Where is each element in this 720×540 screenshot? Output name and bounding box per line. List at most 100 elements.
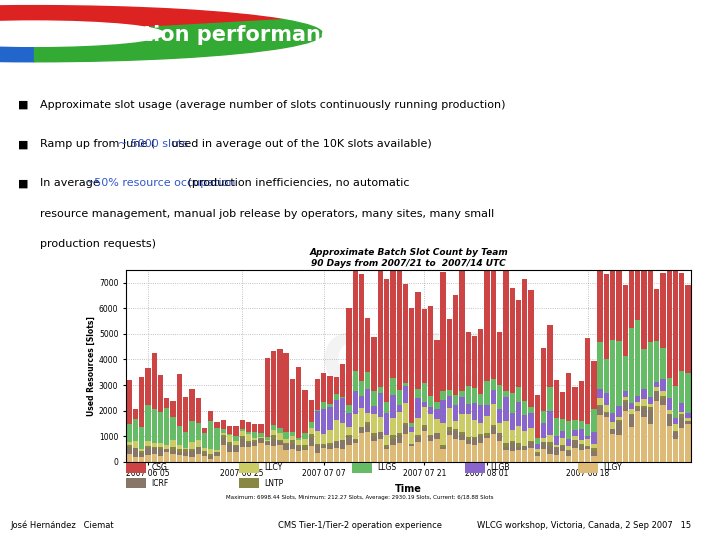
- Bar: [604, 405, 609, 411]
- Bar: [635, 402, 641, 406]
- Bar: [485, 436, 490, 437]
- Bar: [559, 437, 565, 444]
- Bar: [208, 421, 213, 449]
- Bar: [397, 433, 402, 435]
- Bar: [472, 420, 477, 437]
- Bar: [660, 379, 665, 391]
- Bar: [610, 187, 616, 340]
- Bar: [510, 441, 515, 443]
- Bar: [491, 426, 496, 427]
- Bar: [202, 454, 207, 456]
- Bar: [340, 449, 346, 462]
- Bar: [302, 446, 307, 449]
- Bar: [528, 290, 534, 407]
- Bar: [554, 445, 559, 447]
- Bar: [591, 361, 597, 409]
- Bar: [340, 364, 346, 397]
- Bar: [220, 420, 226, 429]
- Bar: [239, 463, 258, 472]
- Bar: [528, 448, 534, 462]
- Bar: [352, 463, 372, 472]
- Bar: [453, 429, 459, 431]
- Bar: [409, 423, 415, 427]
- Bar: [258, 443, 264, 462]
- Bar: [152, 454, 157, 462]
- Bar: [333, 376, 339, 394]
- Bar: [535, 451, 540, 454]
- Bar: [227, 451, 233, 462]
- Bar: [566, 421, 572, 439]
- Bar: [346, 435, 351, 436]
- Bar: [202, 433, 207, 448]
- Bar: [422, 402, 427, 407]
- Bar: [309, 428, 314, 434]
- Wedge shape: [0, 5, 284, 33]
- Text: CMS Tier-1/Tier-2 operation experience: CMS Tier-1/Tier-2 operation experience: [278, 521, 442, 530]
- Bar: [127, 447, 132, 454]
- Text: ~50% resource occupation: ~50% resource occupation: [85, 178, 235, 188]
- Bar: [252, 442, 258, 446]
- Bar: [453, 431, 459, 439]
- Bar: [265, 445, 270, 462]
- Bar: [164, 408, 169, 446]
- Bar: [328, 443, 333, 445]
- Bar: [672, 418, 678, 424]
- Bar: [284, 450, 289, 462]
- Bar: [485, 416, 490, 433]
- Bar: [139, 449, 145, 450]
- Bar: [132, 448, 138, 457]
- Bar: [145, 446, 150, 448]
- Bar: [685, 285, 690, 373]
- Text: WLCG workshop, Victoria, Canada, 2 Sep 2007   15: WLCG workshop, Victoria, Canada, 2 Sep 2…: [477, 521, 691, 530]
- Bar: [208, 411, 213, 421]
- Bar: [333, 448, 339, 462]
- Bar: [559, 451, 565, 462]
- Bar: [559, 392, 565, 419]
- Bar: [176, 427, 182, 446]
- Bar: [315, 453, 320, 462]
- Bar: [372, 391, 377, 406]
- Wedge shape: [35, 19, 323, 62]
- Bar: [384, 402, 390, 413]
- Bar: [127, 442, 132, 444]
- Bar: [284, 443, 289, 444]
- Bar: [390, 439, 395, 445]
- Bar: [415, 418, 420, 435]
- Bar: [648, 410, 653, 424]
- Bar: [616, 341, 621, 406]
- Bar: [289, 379, 295, 432]
- Bar: [591, 451, 597, 456]
- Bar: [604, 393, 609, 405]
- Bar: [497, 441, 503, 462]
- Bar: [535, 444, 540, 449]
- Bar: [422, 424, 427, 428]
- Text: (production inefficiencies, no automatic: (production inefficiencies, no automatic: [184, 178, 410, 188]
- Bar: [158, 447, 163, 449]
- Bar: [459, 431, 464, 435]
- Bar: [535, 449, 540, 451]
- Bar: [635, 411, 641, 462]
- Bar: [289, 436, 295, 440]
- Bar: [428, 407, 433, 414]
- Bar: [384, 279, 390, 402]
- Bar: [541, 348, 546, 411]
- Bar: [220, 433, 226, 435]
- Bar: [365, 373, 371, 389]
- Bar: [667, 245, 672, 378]
- Bar: [233, 452, 238, 462]
- Bar: [441, 423, 446, 446]
- Bar: [415, 442, 420, 462]
- Bar: [541, 449, 546, 462]
- Bar: [623, 411, 628, 462]
- Bar: [296, 368, 302, 438]
- Bar: [409, 308, 415, 423]
- Bar: [428, 396, 433, 407]
- Bar: [252, 432, 258, 437]
- Text: LLCY: LLCY: [264, 463, 283, 472]
- Bar: [315, 431, 320, 444]
- Bar: [672, 440, 678, 462]
- Bar: [152, 409, 157, 443]
- Bar: [321, 409, 326, 434]
- Bar: [246, 447, 251, 462]
- Bar: [466, 386, 471, 404]
